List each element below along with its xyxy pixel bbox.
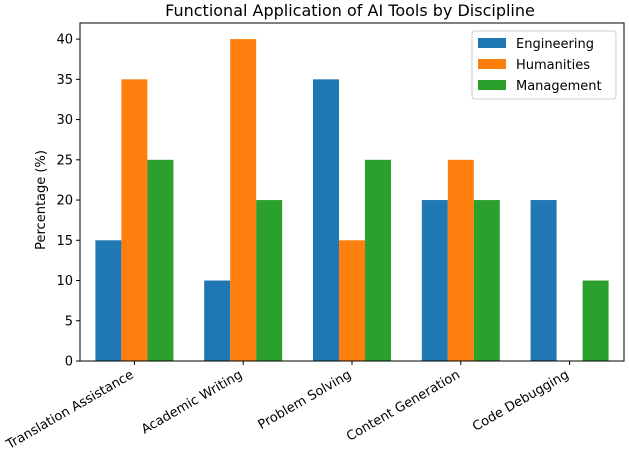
y-tick-label: 15 — [56, 234, 73, 249]
legend-box — [471, 30, 617, 100]
y-tick-label: 30 — [56, 113, 73, 128]
x-tick-label: Content Generation — [344, 367, 463, 444]
legend-swatch-management — [478, 80, 506, 90]
x-tick-label: Problem Solving — [256, 367, 354, 432]
legend-swatch-humanities — [478, 59, 506, 69]
bar-engineering-0 — [95, 240, 122, 361]
legend-label-management: Management — [516, 79, 602, 94]
y-tick-label: 35 — [56, 73, 73, 88]
y-tick-label: 0 — [65, 355, 73, 370]
bar-engineering-4 — [530, 200, 557, 361]
bar-management-1 — [256, 200, 283, 361]
legend-swatch-engineering — [478, 38, 506, 48]
bar-humanities-0 — [121, 79, 148, 361]
bar-engineering-3 — [421, 200, 448, 361]
bar-management-2 — [365, 159, 391, 361]
bar-engineering-1 — [204, 280, 231, 361]
plot-area — [95, 39, 609, 361]
x-tick-label: Translation Assistance — [3, 367, 136, 453]
bar-humanities-3 — [447, 159, 474, 361]
y-tick-label: 10 — [56, 274, 73, 289]
bar-management-4 — [582, 280, 609, 361]
y-tick-label: 25 — [56, 153, 73, 168]
bar-management-3 — [473, 200, 500, 361]
x-tick-label: Code Debugging — [470, 367, 571, 434]
chart-title: Functional Application of AI Tools by Di… — [165, 1, 535, 20]
legend-label-humanities: Humanities — [516, 58, 590, 73]
legend-label-engineering: Engineering — [516, 37, 594, 52]
legend: Engineering Humanities Management — [471, 30, 617, 100]
y-tick-label: 20 — [56, 194, 73, 209]
bar-engineering-2 — [313, 79, 339, 361]
bar-humanities-2 — [339, 240, 365, 361]
x-tick-label: Academic Writing — [139, 367, 245, 437]
y-tick-label: 5 — [65, 314, 73, 329]
bar-humanities-1 — [230, 39, 257, 361]
y-axis-label: Percentage (%) — [34, 150, 49, 250]
bar-management-0 — [147, 159, 174, 361]
y-tick-label: 40 — [56, 33, 73, 48]
